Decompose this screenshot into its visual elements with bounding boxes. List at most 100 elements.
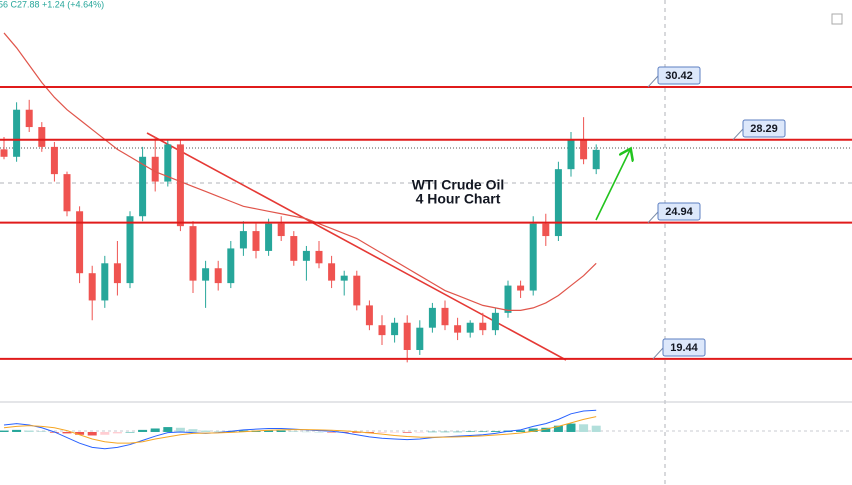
arrow bbox=[595, 150, 630, 221]
macd-bar bbox=[427, 431, 437, 433]
candle-body bbox=[491, 312, 499, 331]
candle-body bbox=[151, 156, 159, 182]
macd-bar bbox=[75, 431, 85, 435]
candle-body bbox=[139, 156, 147, 217]
level-label-box bbox=[742, 119, 786, 138]
candle-body bbox=[214, 268, 222, 284]
candle-body bbox=[340, 275, 348, 281]
candle-body bbox=[567, 139, 575, 170]
macd-bar bbox=[150, 428, 160, 432]
candle-body bbox=[13, 109, 21, 157]
candle-body bbox=[239, 231, 247, 249]
candle-body bbox=[328, 263, 336, 281]
level-label: 30.42 bbox=[665, 70, 693, 82]
macd-bar bbox=[0, 430, 9, 432]
macd-bar bbox=[188, 429, 198, 432]
macd-bar bbox=[289, 431, 299, 432]
candle-body bbox=[265, 223, 273, 251]
candle-body bbox=[176, 144, 184, 227]
candle-body bbox=[428, 307, 436, 328]
level-label-box bbox=[657, 66, 701, 85]
macd-pane bbox=[0, 409, 601, 450]
macd-bar bbox=[163, 427, 173, 432]
candle-body bbox=[25, 109, 33, 128]
chart-title: WTI Crude Oil bbox=[412, 177, 505, 193]
level-label: 19.44 bbox=[670, 342, 698, 354]
macd-bar bbox=[12, 429, 22, 432]
level-label: 24.94 bbox=[665, 206, 693, 218]
candle-body bbox=[378, 325, 386, 336]
candle-body bbox=[580, 139, 588, 160]
macd-bar bbox=[24, 430, 34, 432]
macd-bar bbox=[213, 431, 223, 432]
candle-body bbox=[454, 325, 462, 333]
candle-body bbox=[554, 169, 562, 237]
candle-body bbox=[504, 285, 512, 313]
macd-bar bbox=[516, 430, 526, 432]
macd-bar bbox=[276, 430, 286, 432]
level-leader bbox=[652, 347, 664, 360]
macd-bar bbox=[125, 431, 135, 433]
level-leader bbox=[732, 128, 744, 141]
candle-body bbox=[252, 231, 260, 251]
candle-body bbox=[0, 149, 8, 157]
level-label-box bbox=[662, 338, 706, 357]
settings-icon[interactable] bbox=[831, 13, 843, 25]
header: 56 C27.88 +1.24 (+4.64%) bbox=[0, 0, 104, 9]
macd-bar bbox=[490, 431, 500, 432]
macd-bar bbox=[62, 431, 72, 434]
candle-body bbox=[101, 263, 109, 301]
macd-bar bbox=[201, 430, 211, 432]
candle-body bbox=[416, 327, 424, 350]
candle-body bbox=[592, 149, 600, 170]
candle-body bbox=[542, 223, 550, 237]
macd-bar bbox=[591, 425, 601, 432]
candle-body bbox=[290, 236, 298, 261]
signal-line bbox=[3, 416, 597, 444]
candle-body bbox=[315, 250, 323, 264]
candle-body bbox=[164, 144, 172, 182]
level-leader bbox=[647, 211, 659, 224]
candle-body bbox=[227, 248, 235, 284]
macd-bar bbox=[138, 429, 148, 432]
macd-bar bbox=[528, 428, 538, 432]
price-pane bbox=[0, 32, 600, 363]
candle-body bbox=[517, 285, 525, 291]
candle-body bbox=[38, 127, 46, 147]
macd-bar bbox=[327, 431, 337, 433]
candle-body bbox=[88, 273, 96, 301]
candle-body bbox=[63, 174, 71, 212]
macd-bar bbox=[175, 427, 185, 432]
macd-bar bbox=[553, 425, 563, 432]
macd-bar bbox=[579, 424, 589, 432]
macd-bar bbox=[112, 431, 122, 434]
candle-body bbox=[76, 211, 84, 274]
candle-body bbox=[403, 322, 411, 350]
candle-body bbox=[50, 146, 58, 175]
level-label: 28.29 bbox=[750, 123, 778, 135]
candle-body bbox=[277, 223, 285, 237]
candle-body bbox=[466, 322, 474, 333]
macd-bar bbox=[390, 431, 400, 433]
macd-bar bbox=[314, 431, 324, 433]
candle-body bbox=[353, 275, 361, 306]
macd-bar bbox=[440, 431, 450, 433]
level-leader bbox=[647, 75, 659, 88]
macd-bar bbox=[264, 430, 274, 432]
macd-bar bbox=[465, 431, 475, 432]
candle-body bbox=[126, 216, 134, 284]
candle-body bbox=[529, 223, 537, 291]
macd-bar bbox=[87, 431, 97, 436]
macd-bar bbox=[402, 431, 412, 433]
macd-bar bbox=[478, 431, 488, 432]
candle-body bbox=[479, 322, 487, 331]
candle-body bbox=[441, 307, 449, 326]
moving-average bbox=[3, 32, 597, 311]
trendline bbox=[146, 132, 567, 361]
chart-subtitle: 4 Hour Chart bbox=[416, 191, 501, 207]
macd-bar bbox=[37, 431, 47, 432]
macd-bar bbox=[453, 431, 463, 433]
candle-body bbox=[302, 250, 310, 261]
